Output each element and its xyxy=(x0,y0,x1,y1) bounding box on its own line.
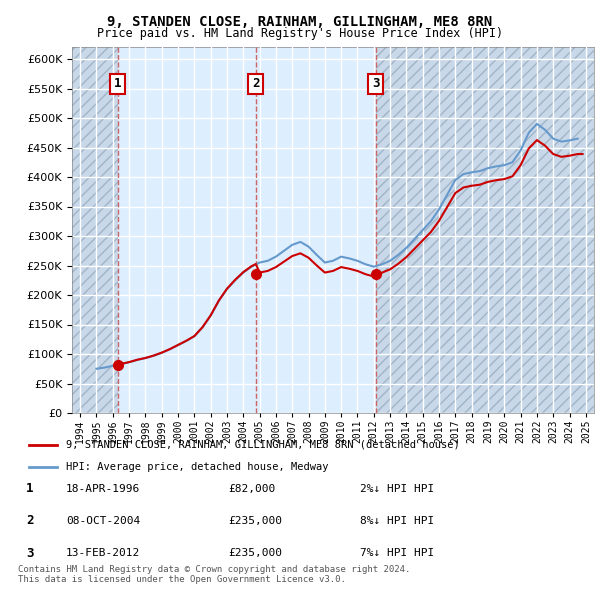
Bar xyxy=(72,47,118,413)
Text: 3: 3 xyxy=(26,547,34,560)
Text: 08-OCT-2004: 08-OCT-2004 xyxy=(66,516,140,526)
Text: 9, STANDEN CLOSE, RAINHAM, GILLINGHAM, ME8 8RN (detached house): 9, STANDEN CLOSE, RAINHAM, GILLINGHAM, M… xyxy=(66,440,460,450)
Text: 13-FEB-2012: 13-FEB-2012 xyxy=(66,549,140,558)
Text: £235,000: £235,000 xyxy=(228,549,282,558)
Text: 2: 2 xyxy=(26,514,34,527)
Text: Price paid vs. HM Land Registry's House Price Index (HPI): Price paid vs. HM Land Registry's House … xyxy=(97,27,503,40)
Text: 7%↓ HPI HPI: 7%↓ HPI HPI xyxy=(360,549,434,558)
Text: HPI: Average price, detached house, Medway: HPI: Average price, detached house, Medw… xyxy=(66,462,328,472)
Bar xyxy=(376,47,594,413)
Text: £82,000: £82,000 xyxy=(228,484,275,493)
Text: £235,000: £235,000 xyxy=(228,516,282,526)
Text: 2%↓ HPI HPI: 2%↓ HPI HPI xyxy=(360,484,434,493)
Text: 9, STANDEN CLOSE, RAINHAM, GILLINGHAM, ME8 8RN: 9, STANDEN CLOSE, RAINHAM, GILLINGHAM, M… xyxy=(107,15,493,29)
Text: Contains HM Land Registry data © Crown copyright and database right 2024.
This d: Contains HM Land Registry data © Crown c… xyxy=(18,565,410,584)
Text: 8%↓ HPI HPI: 8%↓ HPI HPI xyxy=(360,516,434,526)
Bar xyxy=(72,47,118,413)
Bar xyxy=(376,47,594,413)
Text: 1: 1 xyxy=(114,77,121,90)
Text: 1: 1 xyxy=(26,482,34,495)
Text: 18-APR-1996: 18-APR-1996 xyxy=(66,484,140,493)
Text: 2: 2 xyxy=(252,77,260,90)
Text: 3: 3 xyxy=(372,77,379,90)
